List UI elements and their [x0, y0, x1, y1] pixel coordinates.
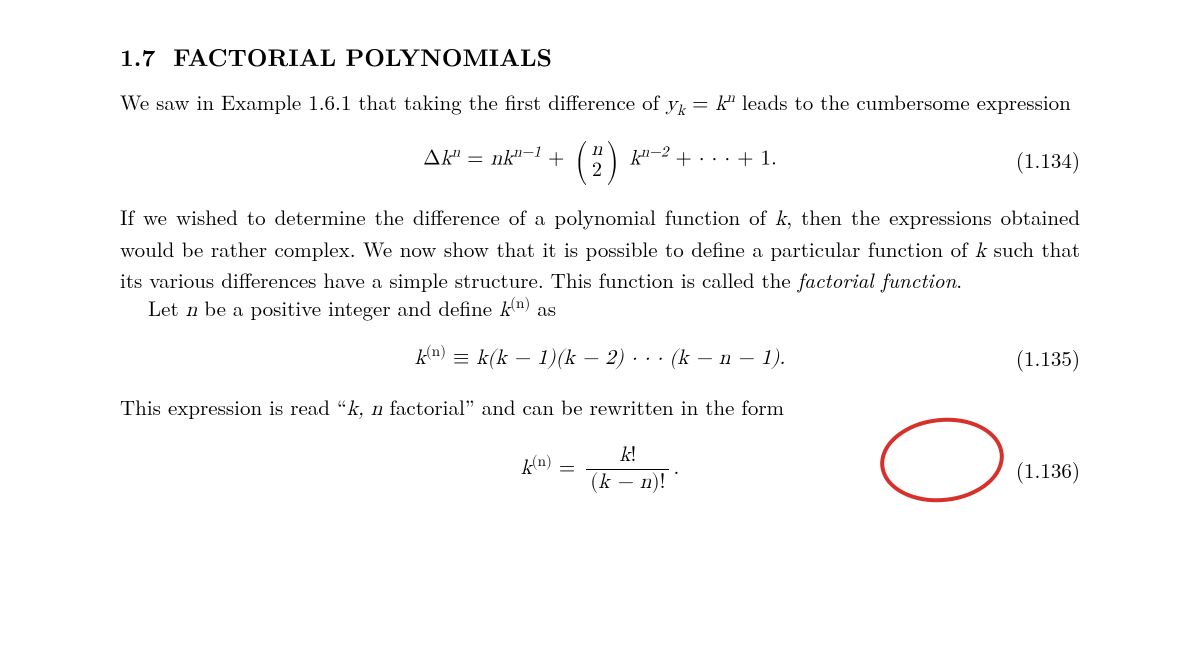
- paren-right-icon: ): [606, 142, 619, 179]
- eq1-plus1: +: [548, 149, 571, 170]
- eq3-lhs-var: k: [521, 458, 532, 479]
- paragraph-1: We saw in Example 1.6.1 that taking the …: [120, 88, 1080, 119]
- eq1-body: Δkn = nkn−1 + ( n 2 ) kn−2 + · · · + 1.: [423, 139, 777, 181]
- eq1-lhs-var: k: [441, 149, 452, 170]
- eq1-eq: =: [467, 149, 490, 170]
- equation-2: k(n) ≡ k(k − 1)(k − 2) · · · (k − n − 1)…: [120, 346, 1080, 371]
- eq1-t2-var: k: [630, 149, 641, 170]
- eq1-binom-bot: 2: [592, 160, 602, 181]
- eq3-den: (k − n)!: [586, 469, 669, 495]
- eq1-tail: + · · · + 1.: [675, 149, 776, 170]
- p2-d: .: [956, 265, 962, 295]
- eq1-t2-sup: n−2: [641, 145, 669, 160]
- p2-em: factorial function: [798, 265, 957, 295]
- p4-b: factorial” and can be rewritten in the f…: [382, 392, 784, 422]
- eq1-binom-top: n: [591, 139, 602, 160]
- p3-k: k: [499, 300, 510, 321]
- eq1-t1-coef: n: [490, 149, 502, 170]
- p2-a: If we wished to determine the difference…: [120, 202, 775, 232]
- equation-3: k(n) = k! (k − n)! . (1.136): [120, 444, 1080, 495]
- paragraph-2: If we wished to determine the difference…: [120, 203, 1080, 294]
- section-number: 1.7: [120, 40, 155, 74]
- p3-n: n: [186, 300, 198, 321]
- eq1-binom-col: n 2: [590, 139, 603, 181]
- eq3-den-inner: k − n: [598, 472, 651, 493]
- p3-sup: (n): [510, 296, 530, 311]
- paragraph-4: This expression is read “k, n factorial”…: [120, 393, 1080, 424]
- eq3-den-close: )!: [651, 472, 665, 493]
- eq1-lhs-sup: n: [452, 145, 460, 160]
- p4-kn: k, n: [347, 399, 383, 420]
- eq1-t1-sup: n−1: [513, 145, 541, 160]
- eq3-num-excl: !: [630, 445, 636, 466]
- eq2-lhs-var: k: [415, 348, 426, 369]
- eq2-body: k(n) ≡ k(k − 1)(k − 2) · · · (k − n − 1)…: [415, 346, 785, 371]
- eq1-t1-var: k: [502, 149, 513, 170]
- eq3-label: (1.136): [1016, 455, 1080, 485]
- page: 1.7 FACTORIAL POLYNOMIALS We saw in Examp…: [0, 0, 1200, 668]
- p1-a: We saw in Example 1.6.1 that taking the …: [120, 87, 666, 117]
- paren-left-icon: (: [575, 142, 588, 179]
- paragraph-3: Let n be a positive integer and define k…: [120, 294, 1080, 325]
- eq3-frac: k! (k − n)!: [586, 444, 669, 495]
- p3-c: as: [530, 293, 556, 323]
- eq2-equiv: ≡: [453, 348, 476, 369]
- p1-b: leads to the cumbersome expression: [735, 87, 1071, 117]
- equation-1: Δkn = nkn−1 + ( n 2 ) kn−2 + · · · + 1. …: [120, 139, 1080, 181]
- eq3-num: k!: [615, 444, 640, 469]
- p3-a: Let: [148, 293, 186, 323]
- eq2-label: (1.135): [1016, 343, 1080, 373]
- eq1-label: (1.134): [1016, 145, 1080, 175]
- section-title: FACTORIAL POLYNOMIALS: [173, 40, 552, 74]
- eq3-dot: .: [673, 458, 679, 479]
- eq2-rhs: k(k − 1)(k − 2) · · · (k − n − 1).: [476, 348, 785, 369]
- eq3-num-var: k: [619, 445, 630, 466]
- eq3-body: k(n) = k! (k − n)! .: [521, 444, 680, 495]
- p2-k2: k: [975, 241, 986, 262]
- p2-k: k: [775, 209, 786, 230]
- section-heading: 1.7 FACTORIAL POLYNOMIALS: [120, 40, 1080, 74]
- inline-math-yk: yk = kn: [666, 94, 735, 115]
- eq3-eq: =: [559, 458, 582, 479]
- p3-b: be a positive integer and define: [197, 293, 499, 323]
- p4-a: This expression is read “: [120, 392, 347, 422]
- eq3-lhs-sup: (n): [532, 454, 552, 469]
- eq2-lhs-sup: (n): [426, 344, 446, 359]
- eq1-binom: ( n 2 ): [573, 139, 620, 181]
- eq1-delta: Δ: [423, 149, 441, 170]
- p3-kexp: k(n): [499, 300, 530, 321]
